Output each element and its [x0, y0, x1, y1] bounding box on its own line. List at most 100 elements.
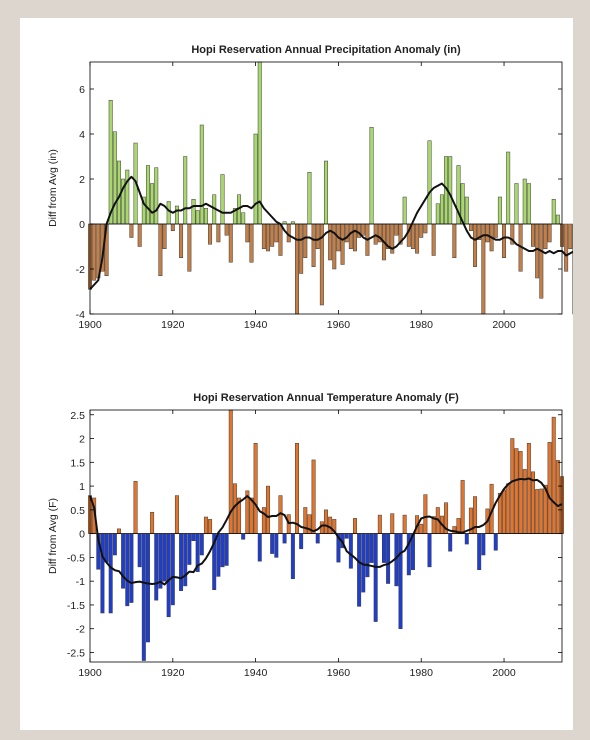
bar [257, 61, 262, 225]
bar [328, 516, 333, 534]
bar [448, 533, 453, 552]
bar [551, 416, 556, 534]
y-tick-label: -2.5 [67, 647, 85, 659]
bar [183, 533, 188, 587]
bar [464, 196, 469, 225]
bar [551, 199, 556, 225]
bar [526, 183, 531, 225]
chart-title: Hopi Reservation Annual Temperature Anom… [193, 392, 459, 404]
bar [394, 223, 399, 236]
bar [261, 223, 266, 249]
bar [348, 533, 353, 569]
bar [365, 533, 370, 578]
bar [353, 223, 357, 252]
bar [245, 223, 250, 243]
temperature-chart: Hopi Reservation Annual Temperature Anom… [47, 392, 564, 679]
y-axis-label: Diff from Avg (F) [47, 498, 59, 574]
bar [195, 210, 200, 225]
bar [311, 459, 316, 534]
bar [535, 223, 540, 279]
bar [564, 223, 569, 272]
bar [328, 223, 333, 261]
y-tick-label: 2 [79, 434, 85, 446]
bar [506, 151, 511, 225]
y-axis-label: Diff from Avg (in) [47, 149, 59, 227]
bar [270, 223, 275, 247]
bar [373, 533, 378, 622]
bar [183, 156, 188, 225]
bar [108, 100, 113, 225]
bar [344, 533, 349, 539]
bar [468, 223, 473, 231]
y-tick-label: 0.5 [70, 505, 85, 517]
bar [108, 533, 113, 614]
bar [493, 533, 498, 551]
bar [249, 223, 254, 263]
trend-line [89, 477, 563, 586]
bar [514, 183, 519, 225]
bar [369, 533, 374, 563]
bar [112, 131, 117, 225]
x-tick-label: 1980 [410, 319, 434, 331]
bar [423, 494, 428, 534]
x-tick-label: 1900 [78, 667, 102, 679]
bar [473, 223, 478, 267]
bar [427, 533, 432, 568]
bar [154, 167, 159, 225]
bar [423, 223, 428, 234]
bar [514, 448, 519, 534]
bar [295, 223, 299, 315]
figure-svg: Hopi Reservation Annual Precipitation An… [47, 44, 590, 679]
bar [373, 223, 378, 245]
y-tick-label: 2 [79, 174, 85, 186]
bar [427, 140, 432, 225]
bar [125, 533, 130, 607]
y-tick-label: 1.5 [70, 457, 85, 469]
x-tick-label: 1940 [244, 667, 268, 679]
bar [141, 533, 146, 661]
bar [129, 533, 134, 603]
bar [170, 223, 175, 231]
bar [241, 533, 246, 540]
bar [208, 223, 213, 245]
bar [203, 516, 208, 534]
bar [353, 518, 357, 534]
bar [419, 523, 424, 534]
bar [199, 533, 204, 556]
bar [150, 511, 155, 534]
bar [398, 533, 403, 629]
bar [154, 533, 159, 601]
bar [104, 533, 109, 563]
x-tick-label: 1940 [244, 319, 268, 331]
bar [179, 533, 184, 591]
precipitation-chart: Hopi Reservation Annual Precipitation An… [47, 44, 590, 331]
bar [502, 489, 507, 534]
bar [348, 223, 353, 249]
bar [191, 199, 196, 225]
bar [145, 165, 150, 225]
bar [137, 223, 142, 247]
bar [535, 489, 540, 534]
bar [555, 214, 560, 225]
bar [315, 223, 320, 249]
bar [117, 528, 121, 534]
bar [415, 223, 420, 254]
bar [170, 533, 175, 606]
bar [290, 533, 295, 580]
bar [435, 203, 440, 225]
bar [390, 513, 395, 534]
y-tick-label: 6 [79, 84, 85, 96]
bar [493, 223, 498, 238]
bar [510, 438, 515, 534]
bar [568, 223, 573, 249]
bar [253, 443, 258, 534]
bar [174, 205, 179, 225]
bar [158, 223, 163, 276]
bar [531, 223, 535, 247]
x-tick-label: 1960 [327, 319, 351, 331]
bar [220, 174, 225, 225]
figure-panel: Hopi Reservation Annual Precipitation An… [20, 18, 590, 730]
bar [274, 533, 279, 558]
bar [220, 533, 225, 568]
bar [402, 514, 407, 534]
